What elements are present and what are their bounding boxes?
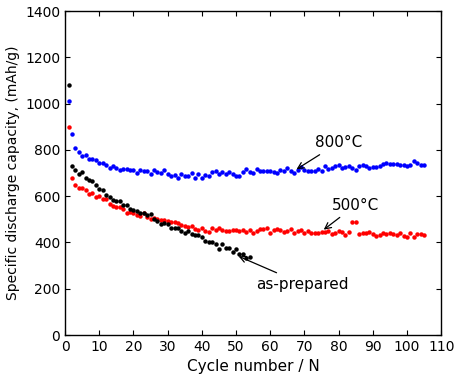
Text: as-prepared: as-prepared	[239, 256, 348, 291]
Text: 800°C: 800°C	[297, 135, 361, 168]
X-axis label: Cycle number / N: Cycle number / N	[186, 359, 319, 374]
Y-axis label: Specific discharge capacity, (mAh/g): Specific discharge capacity, (mAh/g)	[6, 46, 20, 300]
Text: 500°C: 500°C	[324, 198, 378, 229]
